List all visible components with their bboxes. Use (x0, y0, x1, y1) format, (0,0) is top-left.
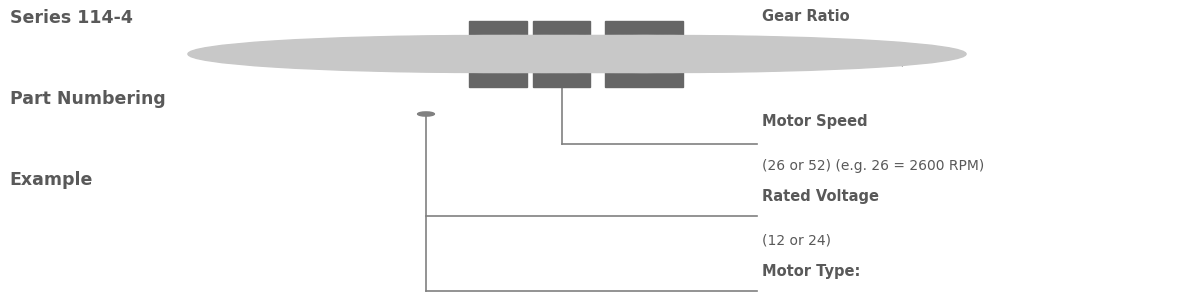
Ellipse shape (217, 35, 808, 73)
Text: (26 or 52) (e.g. 26 = 2600 RPM): (26 or 52) (e.g. 26 = 2600 RPM) (762, 159, 984, 173)
FancyBboxPatch shape (469, 21, 527, 87)
Ellipse shape (281, 35, 871, 73)
Ellipse shape (374, 35, 966, 73)
Text: Motor Speed: Motor Speed (762, 114, 868, 129)
Text: Motor Type:: Motor Type: (762, 264, 860, 279)
Ellipse shape (349, 35, 940, 73)
Text: (12 or 24): (12 or 24) (762, 234, 830, 248)
Text: (12, 48, 192, or 768): (12, 48, 192, or 768) (762, 54, 906, 68)
Text: Example: Example (10, 171, 92, 189)
Text: Series 114-4: Series 114-4 (10, 9, 132, 27)
Text: -: - (604, 44, 611, 64)
Text: Gear Ratio: Gear Ratio (762, 9, 850, 24)
Circle shape (418, 112, 434, 116)
Ellipse shape (252, 35, 842, 73)
FancyBboxPatch shape (606, 21, 684, 87)
Ellipse shape (188, 35, 779, 73)
FancyBboxPatch shape (533, 21, 590, 87)
Text: 114- 4: 114- 4 (366, 42, 450, 66)
Text: Part Numbering: Part Numbering (10, 90, 166, 108)
Ellipse shape (323, 35, 914, 73)
Text: Rated Voltage: Rated Voltage (762, 189, 878, 204)
